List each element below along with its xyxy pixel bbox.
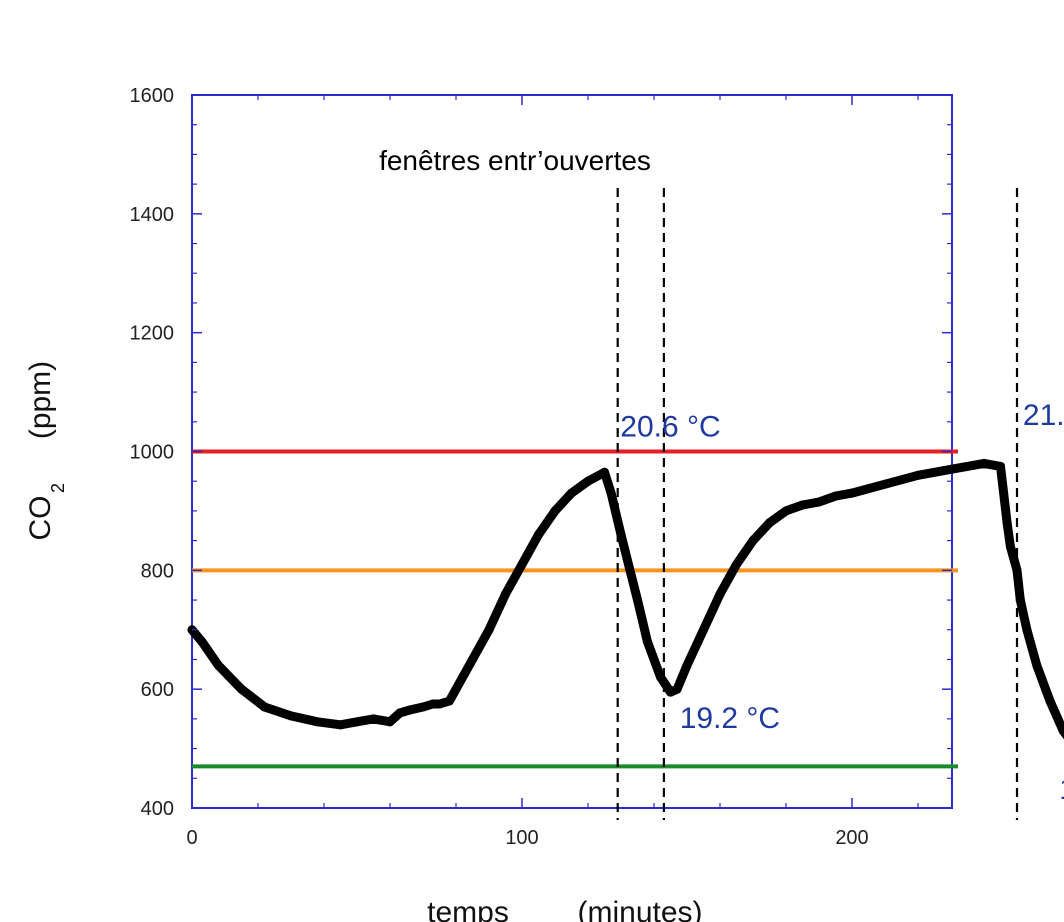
- y-tick-label: 1600: [130, 85, 175, 107]
- co2-series: [187, 458, 1064, 740]
- co2-data-point: [672, 684, 682, 694]
- co2-data-point: [352, 717, 362, 727]
- co2-data-point: [213, 660, 223, 670]
- co2-data-point: [656, 672, 666, 682]
- co2-data-point: [1015, 595, 1025, 605]
- temperature-labels: 20.6 °C21.3 °C22.0 °C19.2 °C18.7 °C20.5 …: [620, 399, 1064, 806]
- y-tick-label: 600: [141, 679, 174, 701]
- window-annotation: fenêtres entr’ouvertes: [379, 145, 651, 176]
- co2-data-point: [550, 506, 560, 516]
- co2-data-point: [435, 699, 444, 709]
- co2-data-point: [444, 696, 454, 706]
- y-tick-label: 1400: [130, 204, 175, 226]
- co2-data-point: [237, 684, 246, 694]
- y-tick-label: 400: [141, 798, 174, 820]
- co2-data-point: [501, 589, 510, 599]
- y-axis-subscript: 2: [48, 483, 68, 493]
- co2-data-point: [451, 684, 461, 694]
- co2-data-point: [642, 637, 652, 647]
- co2-data-point: [699, 625, 708, 635]
- temperature-label: 20.6 °C: [620, 411, 720, 444]
- co2-data-point: [1058, 726, 1064, 736]
- co2-data-point: [616, 530, 626, 540]
- co2-data-point: [405, 705, 415, 715]
- co2-data-point: [1032, 660, 1042, 670]
- co2-data-point: [1002, 518, 1012, 528]
- co2-data-point: [847, 488, 857, 498]
- co2-data-point: [1022, 625, 1032, 635]
- co2-data-point: [831, 491, 840, 501]
- y-axis-title: CO: [24, 496, 57, 541]
- co2-data-point: [600, 467, 609, 477]
- co2-data-point: [748, 536, 758, 546]
- co2-data-point: [798, 500, 807, 510]
- temperature-label: 19.2 °C: [680, 702, 780, 735]
- reference-lines: [192, 449, 958, 769]
- co2-data-point: [996, 461, 1005, 471]
- co2-data-point: [567, 488, 576, 498]
- y-tick-label: 800: [141, 560, 174, 582]
- x-axis-unit: (minutes): [577, 896, 702, 922]
- y-axis-unit: (ppm): [24, 361, 57, 439]
- co2-data-point: [395, 708, 405, 718]
- co2-data-point: [336, 720, 345, 730]
- co2-data-point: [534, 530, 543, 540]
- co2-data-point: [1005, 542, 1015, 552]
- co2-data-point: [946, 464, 956, 474]
- co2-data-point: [484, 625, 494, 635]
- co2-data-point: [260, 702, 270, 712]
- co2-data-point: [979, 458, 989, 468]
- co2-data-point: [197, 637, 207, 647]
- co2-data-point: [633, 595, 642, 605]
- co2-data-point: [369, 714, 378, 724]
- co2-data-point: [286, 711, 296, 721]
- co2-data-point: [913, 470, 923, 480]
- co2-data-point: [418, 702, 428, 712]
- co2-data-point: [517, 559, 527, 569]
- co2-data-point: [732, 559, 741, 569]
- y-tick-label: 1200: [130, 323, 175, 345]
- co2-data-point: [385, 717, 395, 727]
- x-tick-label: 0: [186, 827, 197, 849]
- co2-data-point: [682, 660, 692, 670]
- y-axis-title-group: CO 2 (ppm): [24, 361, 68, 541]
- co2-data-point: [428, 699, 438, 709]
- co2-data-point: [781, 506, 791, 516]
- co2-data-point: [1045, 696, 1055, 706]
- co2-data-point: [765, 518, 774, 528]
- co2-series-line: [187, 458, 1064, 740]
- temperature-label: 18.7 °C: [1059, 773, 1064, 806]
- co2-data-point: [1012, 565, 1022, 575]
- x-axis-title: temps: [427, 896, 509, 922]
- co2-data-point: [583, 476, 593, 486]
- co2-data-point: [468, 654, 477, 664]
- co2-data-point: [715, 589, 725, 599]
- co2-data-point: [312, 717, 322, 727]
- co2-data-point: [606, 488, 616, 498]
- axis-ticks: 01002003004004006008001000120014001600: [130, 85, 952, 849]
- temperature-label: 21.3 °C: [1023, 399, 1064, 432]
- co2-data-point: [880, 479, 890, 489]
- x-tick-label: 200: [835, 827, 868, 849]
- y-tick-label: 1000: [130, 442, 175, 464]
- x-tick-label: 100: [505, 827, 538, 849]
- co2-data-point: [814, 497, 824, 507]
